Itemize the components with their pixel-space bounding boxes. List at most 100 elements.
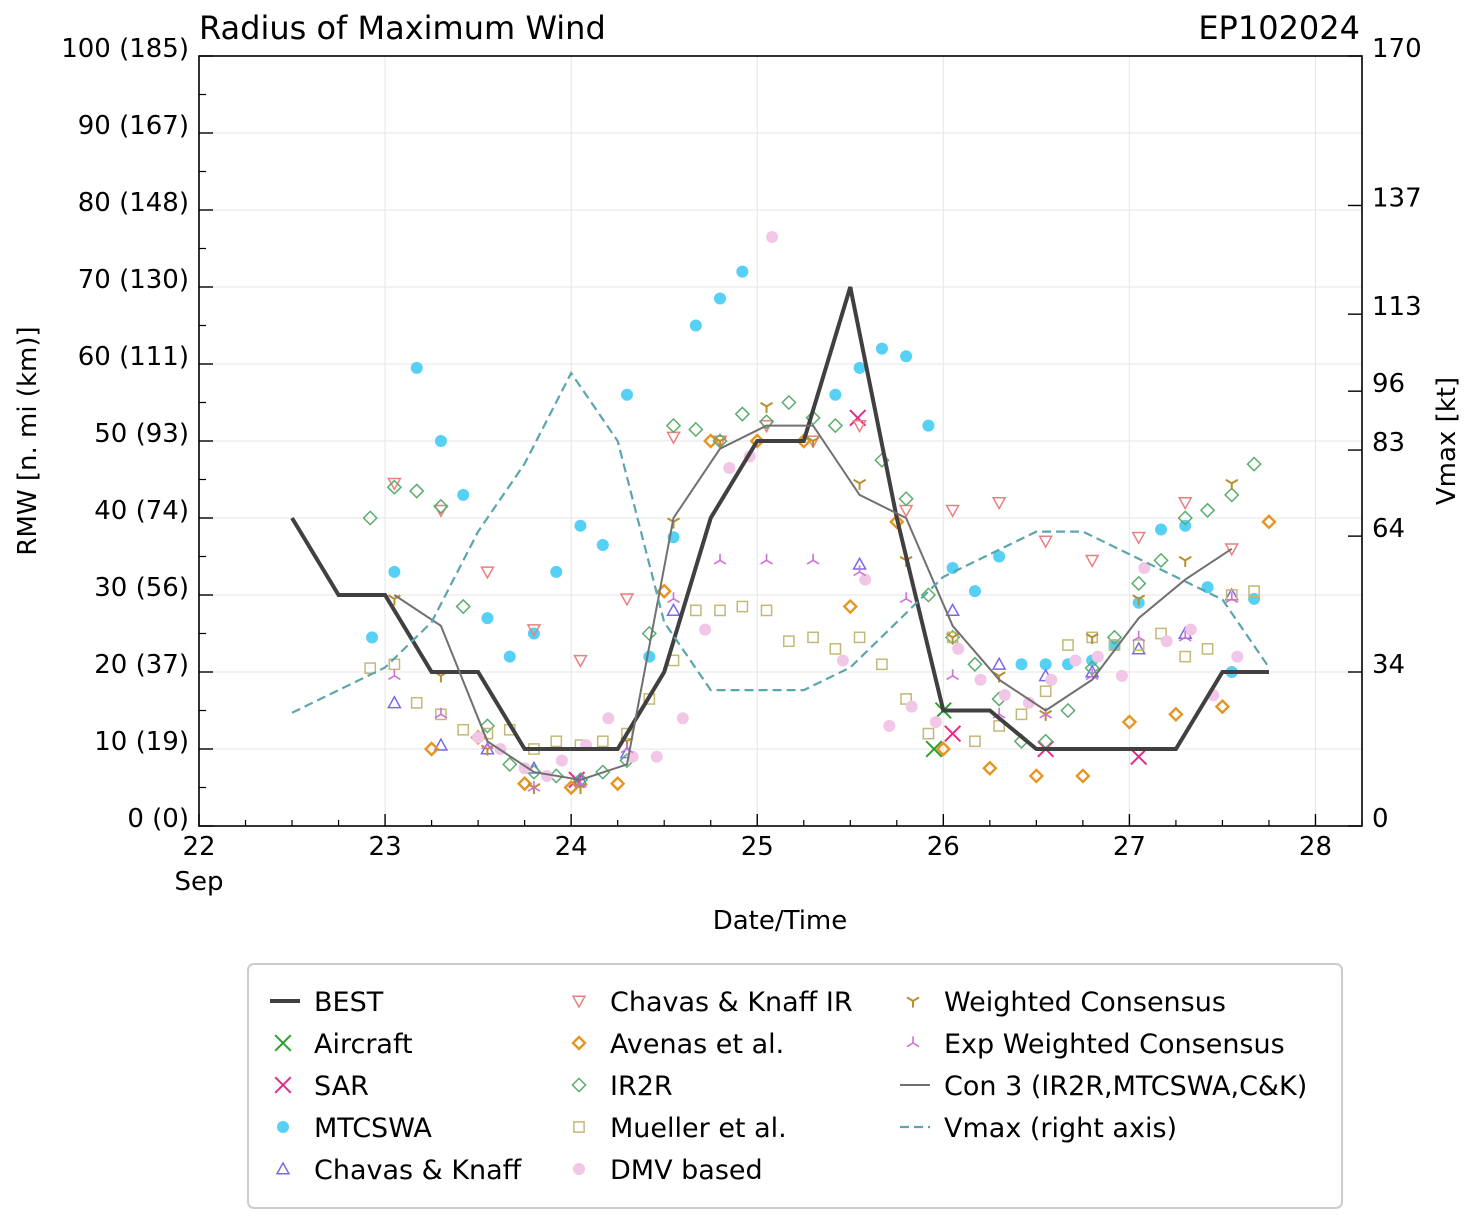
legend-item-aircraft: Aircraft — [274, 1029, 413, 1060]
point-mueller-et-al-shape — [1179, 650, 1192, 663]
point-ir2r — [758, 414, 775, 430]
point-ir2r — [433, 498, 449, 515]
point-chavas-knaff-ir-shape — [1038, 535, 1053, 549]
point-exp-weighted-consensus — [853, 565, 866, 577]
point-ir2r-shape — [805, 410, 821, 426]
point-chavas-knaff-ir — [573, 654, 588, 668]
point-dmv-based-dot — [472, 731, 485, 744]
point-ir2r — [1038, 733, 1054, 749]
point-dmv-based-dot — [766, 230, 779, 243]
point-weighted-consensus-stroke — [1085, 632, 1093, 639]
point-ir2r-shape — [1246, 456, 1262, 472]
point-weighted-consensus — [806, 436, 820, 448]
legend-item-vmax-right-axis: Vmax (right axis) — [900, 1113, 1177, 1144]
point-exp-weighted-consensus — [1225, 592, 1239, 604]
point-mtcswa-dot — [968, 585, 981, 598]
legend-swatch-avenas-et-al — [571, 1035, 587, 1051]
point-exp-weighted-consensus — [713, 553, 727, 565]
point-exp-weighted-consensus-stroke — [574, 782, 581, 788]
point-dmv-based-dot — [929, 716, 942, 729]
legend-item-mtcswa: MTCSWA — [277, 1113, 432, 1144]
point-chavas-knaff — [945, 602, 960, 616]
y-tick-label: 50 (93) — [94, 419, 189, 449]
legend-swatch-dmv-based-dot — [573, 1163, 585, 1175]
legend-label-aircraft: Aircraft — [314, 1029, 413, 1060]
point-mtcswa-dot — [1015, 658, 1028, 671]
point-dmv-based-dot — [859, 573, 872, 586]
point-ir2r-shape — [409, 483, 425, 499]
y2-tick-label: 34 — [1372, 650, 1405, 680]
point-ir2r — [362, 510, 378, 526]
point-dmv-based-dot — [883, 719, 896, 732]
point-weighted-consensus-stroke — [1184, 555, 1192, 562]
point-avenas-et-al-shape — [1214, 698, 1231, 715]
point-ir2r — [734, 406, 751, 422]
point-exp-weighted-consensus-stroke — [899, 598, 907, 604]
legend-swatch-mtcswa-dot — [277, 1121, 289, 1133]
point-mtcswa-dot — [643, 650, 656, 663]
point-chavas-knaff-ir-shape — [526, 624, 542, 638]
point-mueller-et-al — [1179, 650, 1192, 663]
point-exp-weighted-consensus — [1085, 669, 1099, 681]
point-avenas-et-al — [1214, 698, 1231, 715]
legend-item-mueller-et-al: Mueller et al. — [573, 1113, 787, 1144]
legend-swatch-chavas-knaff-ir — [571, 995, 587, 1009]
point-avenas-et-al — [935, 741, 952, 757]
point-chavas-knaff-ir — [1224, 543, 1240, 557]
axes: 22 Sep 23 24 25 26 27 28 0 (0) 10 (19) 20 (37) 30 (… — [61, 34, 1421, 897]
point-dmv-based — [1160, 635, 1173, 648]
point-exp-weighted-consensus-stroke — [1138, 636, 1146, 642]
series-vmax-right-axis — [291, 370, 1270, 714]
point-mtcswa — [366, 631, 379, 644]
point-mueller-et-al — [736, 600, 749, 613]
line-vmax-right-axis — [291, 370, 1270, 714]
point-chavas-knaff — [991, 656, 1007, 670]
point-mtcswa — [434, 435, 447, 447]
series-ir2r — [362, 394, 1262, 788]
y2-tick-label: 64 — [1372, 514, 1405, 544]
point-dmv-based-dot — [602, 712, 615, 725]
point-mtcswa — [550, 565, 563, 578]
y2-tick-label: 113 — [1372, 292, 1422, 322]
point-exp-weighted-consensus-stroke — [580, 782, 587, 788]
point-mtcswa — [968, 585, 981, 598]
x-tick-label: 25 — [741, 832, 774, 862]
point-mtcswa — [481, 612, 494, 625]
point-weighted-consensus — [713, 436, 727, 448]
point-exp-weighted-consensus-stroke — [667, 598, 674, 604]
point-mtcswa — [875, 342, 888, 355]
legend-label-best: BEST — [314, 987, 384, 1018]
legend-swatch-aircraft — [274, 1034, 292, 1052]
point-avenas-et-al — [423, 741, 440, 757]
point-avenas-et-al — [982, 760, 998, 776]
point-sar — [1130, 748, 1148, 766]
legend: BEST Aircraft SAR MTCSWA Chavas & Knaff Chava… — [270, 987, 1307, 1186]
point-chavas-knaff-ir-shape — [1177, 497, 1193, 511]
point-dmv-based — [518, 762, 531, 775]
point-mueller-et-al — [969, 735, 981, 748]
point-exp-weighted-consensus-stroke — [673, 598, 680, 604]
point-ir2r-shape — [1199, 502, 1216, 518]
point-mueller-et-al-shape — [807, 631, 819, 644]
point-ir2r-shape — [479, 718, 496, 734]
point-dmv-based-dot — [905, 700, 918, 713]
point-dmv-based-dot — [1091, 650, 1104, 663]
point-chavas-knaff-shape — [1131, 641, 1146, 655]
y2-tick-label: 0 — [1372, 804, 1389, 834]
point-mueller-et-al-shape — [969, 735, 981, 748]
legend-item-avenas-et-al: Avenas et al. — [571, 1029, 784, 1060]
point-mueller-et-al-shape — [993, 720, 1005, 732]
point-mtcswa-dot — [434, 435, 447, 447]
legend-swatch-aircraft-stroke — [274, 1034, 292, 1052]
legend-item-ir2r: IR2R — [571, 1071, 673, 1102]
point-weighted-consensus-stroke — [1231, 478, 1239, 485]
legend-swatch-chavas-knaff — [275, 1161, 291, 1175]
point-exp-weighted-consensus-stroke — [533, 786, 541, 792]
point-mueller-et-al-shape — [596, 735, 609, 748]
point-weighted-consensus-stroke — [1039, 709, 1047, 716]
point-exp-weighted-consensus-stroke — [393, 675, 401, 681]
point-chavas-knaff-ir — [666, 431, 681, 445]
point-mtcswa-dot — [388, 565, 401, 578]
point-avenas-et-al-shape — [1075, 768, 1091, 784]
point-exp-weighted-consensus — [434, 707, 448, 719]
